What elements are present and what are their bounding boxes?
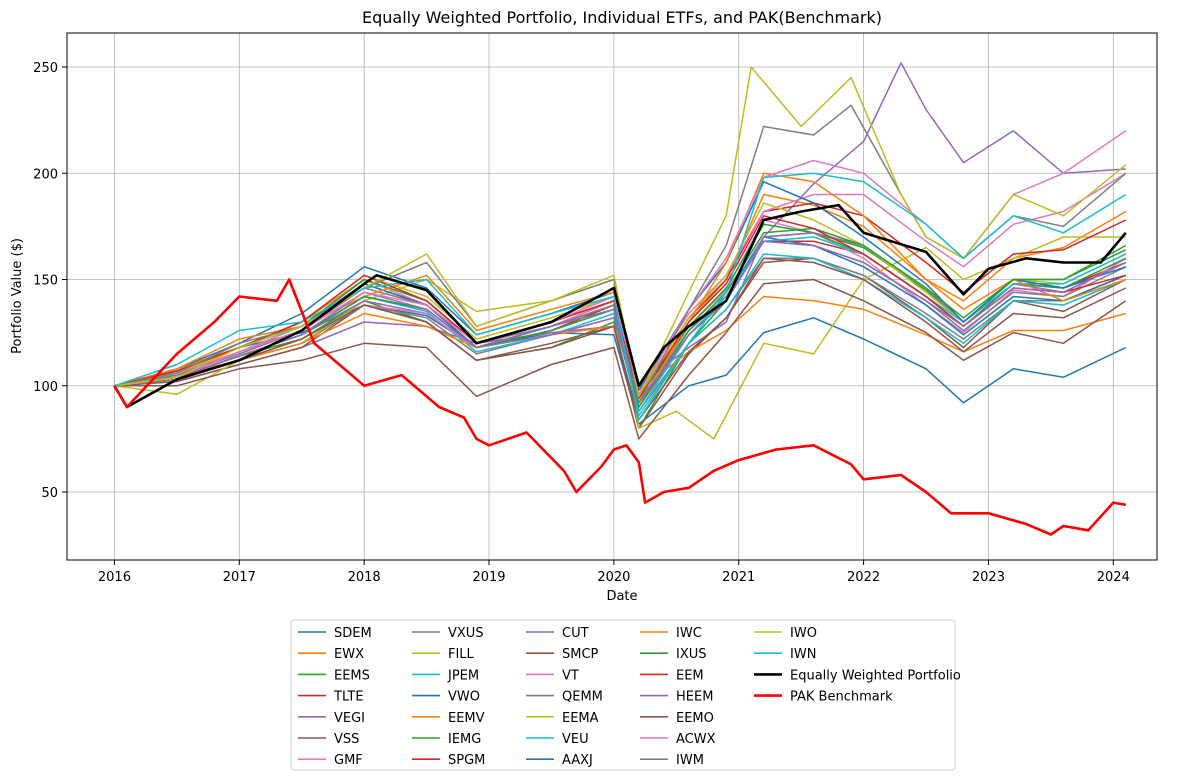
legend-label: IWM <box>676 753 704 768</box>
series-line-iwn <box>114 172 1127 421</box>
legend-label: SMCP <box>562 647 599 662</box>
legend-label: EEM <box>676 668 704 683</box>
legend-label: VT <box>562 668 579 683</box>
x-tick-label: 2024 <box>1097 570 1130 585</box>
legend-label: GMF <box>334 753 363 768</box>
series-line-vegi <box>114 62 1126 387</box>
legend-label: HEEM <box>676 690 713 705</box>
legend-label: SDEM <box>334 626 372 641</box>
x-tick-label: 2022 <box>847 570 880 585</box>
y-axis-label: Portfolio Value ($) <box>10 238 25 354</box>
x-axis-label: Date <box>606 589 637 604</box>
legend-label: JPEM <box>447 668 479 683</box>
series-line-smcp <box>114 278 1127 440</box>
legend-label: TLTE <box>333 690 364 705</box>
legend-label: EWX <box>334 647 364 662</box>
x-tick-label: 2020 <box>597 570 630 585</box>
legend-label: ACWX <box>676 732 716 747</box>
legend-label: AAXJ <box>562 753 593 768</box>
x-tick-label: 2023 <box>972 570 1005 585</box>
legend-label: IWC <box>676 626 702 641</box>
y-tick-label: 250 <box>33 61 58 76</box>
plot-frame <box>66 32 1158 561</box>
legend-label: VSS <box>334 732 359 747</box>
legend-label: IXUS <box>676 647 707 662</box>
legend-label: IWO <box>790 626 817 641</box>
legend-label: PAK Benchmark <box>790 690 893 705</box>
x-tick-label: 2021 <box>722 570 755 585</box>
y-tick-label: 150 <box>33 274 58 289</box>
y-tick-label: 200 <box>33 167 58 182</box>
legend-label: VEGI <box>334 711 365 726</box>
legend-label: EEMV <box>448 711 485 726</box>
y-tick-label: 100 <box>33 380 58 395</box>
x-tick-label: 2018 <box>348 570 381 585</box>
series-group <box>113 62 1127 536</box>
y-axis: 50 100 150 200 250 <box>33 61 67 501</box>
legend: SDEM EWX EEMS TLTE VEGI VSS GMF VXUS FILL JPEM VWO… <box>290 619 961 771</box>
y-tick-label: 50 <box>41 486 58 501</box>
x-tick-label: 2017 <box>223 570 256 585</box>
x-axis: 2016 2017 2018 2019 2020 2021 2022 2023 2024 <box>98 560 1130 585</box>
legend-label: EEMA <box>562 711 599 726</box>
series-line-pak-benchmark <box>113 278 1127 536</box>
legend-label: IWN <box>790 647 816 662</box>
series-line-heem <box>114 240 1127 404</box>
series-line-equally-weighted-portfolio <box>113 203 1127 409</box>
legend-frame <box>290 619 956 771</box>
legend-label: IEMG <box>448 732 481 747</box>
legend-label: VXUS <box>448 626 484 641</box>
legend-label: FILL <box>448 647 475 662</box>
series-line-ewx <box>114 193 1127 398</box>
legend-label: Equally Weighted Portfolio <box>790 668 961 683</box>
legend-label: CUT <box>562 626 589 641</box>
legend-label: VWO <box>448 690 480 705</box>
legend-label: SPGM <box>448 753 485 768</box>
legend-label: EEMO <box>676 711 714 726</box>
series-line-eemo <box>114 257 1127 421</box>
x-tick-label: 2019 <box>472 570 505 585</box>
grid <box>67 33 1157 560</box>
legend-label: EEMS <box>334 668 370 683</box>
legend-label: QEMM <box>562 690 603 705</box>
chart-title: Equally Weighted Portfolio, Individual E… <box>362 8 882 27</box>
legend-label: VEU <box>562 732 589 747</box>
x-tick-label: 2016 <box>98 570 131 585</box>
